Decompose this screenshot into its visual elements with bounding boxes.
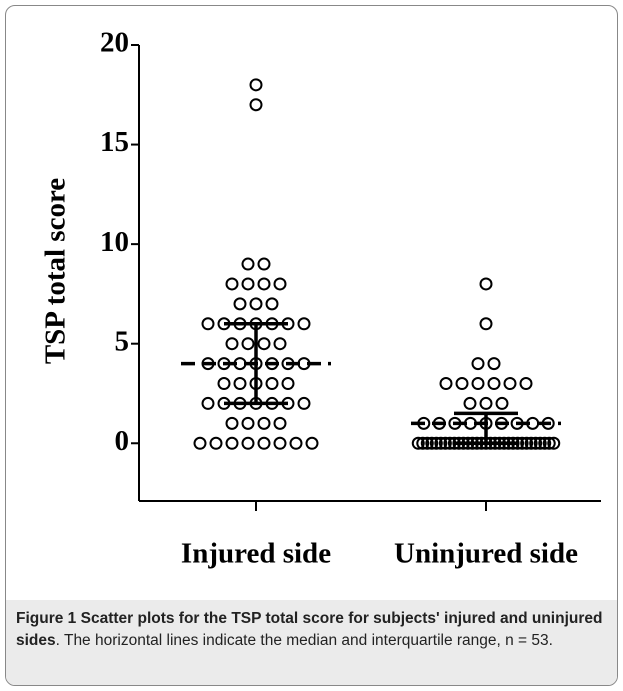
dot	[455, 377, 469, 391]
dot	[257, 277, 271, 291]
y-tick-label: 15	[100, 126, 129, 158]
dot	[209, 436, 223, 450]
dot	[479, 277, 493, 291]
caption: Figure 1 Scatter plots for the TSP total…	[6, 600, 617, 685]
dot	[479, 317, 493, 331]
dot	[297, 317, 311, 331]
dot	[503, 377, 517, 391]
dot	[429, 436, 443, 450]
dot	[241, 337, 255, 351]
dot	[233, 297, 247, 311]
x-tick-label: Injured side	[181, 538, 331, 570]
dot	[249, 297, 263, 311]
dot	[487, 377, 501, 391]
dot	[241, 416, 255, 430]
dot	[193, 436, 207, 450]
dot	[249, 98, 263, 112]
y-axis-label: TSP total score	[40, 178, 72, 364]
dot	[439, 377, 453, 391]
dot	[225, 337, 239, 351]
dot	[438, 436, 452, 450]
y-tick-label: 5	[115, 325, 130, 357]
dot	[265, 377, 279, 391]
dot	[305, 436, 319, 450]
dot	[241, 277, 255, 291]
dot	[547, 436, 561, 450]
dot	[471, 377, 485, 391]
dot	[281, 377, 295, 391]
dot	[273, 337, 287, 351]
dot	[273, 416, 287, 430]
dot	[249, 78, 263, 92]
dot	[273, 436, 287, 450]
dot	[434, 436, 448, 450]
dot	[241, 436, 255, 450]
dot	[257, 257, 271, 271]
dot	[225, 277, 239, 291]
dot	[425, 436, 439, 450]
dot	[201, 396, 215, 410]
dot	[289, 436, 303, 450]
dot	[233, 377, 247, 391]
dot	[520, 436, 534, 450]
dot	[495, 396, 509, 410]
dot	[542, 436, 556, 450]
x-tick-label: Uninjured side	[394, 538, 578, 570]
dot	[524, 436, 538, 450]
y-tick-label: 10	[100, 226, 129, 258]
caption-text: . The horizontal lines indicate the medi…	[55, 632, 553, 649]
figure-frame: TSP total score 0 5 10 15 20 Injured side Unin…	[5, 5, 618, 686]
dot	[257, 337, 271, 351]
dot	[225, 436, 239, 450]
dot	[529, 436, 543, 450]
dot	[463, 396, 477, 410]
caption-label: Figure 1	[16, 610, 77, 627]
dot	[257, 436, 271, 450]
chart: TSP total score 0 5 10 15 20 Injured side Unin…	[40, 27, 601, 570]
caption-title: Scatter plots for the TSP total score fo…	[16, 610, 603, 649]
dot	[479, 396, 493, 410]
dot	[533, 436, 547, 450]
dot	[416, 436, 430, 450]
dot	[420, 436, 434, 450]
dot	[471, 357, 485, 371]
dot	[257, 416, 271, 430]
dot	[519, 377, 533, 391]
dot	[411, 436, 425, 450]
dot	[265, 297, 279, 311]
dot	[297, 396, 311, 410]
dot	[538, 436, 552, 450]
dot	[225, 416, 239, 430]
dot	[273, 277, 287, 291]
y-tick-label: 0	[115, 425, 130, 457]
dot	[217, 377, 231, 391]
y-tick-label: 20	[100, 27, 129, 59]
dot	[241, 257, 255, 271]
dot	[201, 317, 215, 331]
dot	[487, 357, 501, 371]
